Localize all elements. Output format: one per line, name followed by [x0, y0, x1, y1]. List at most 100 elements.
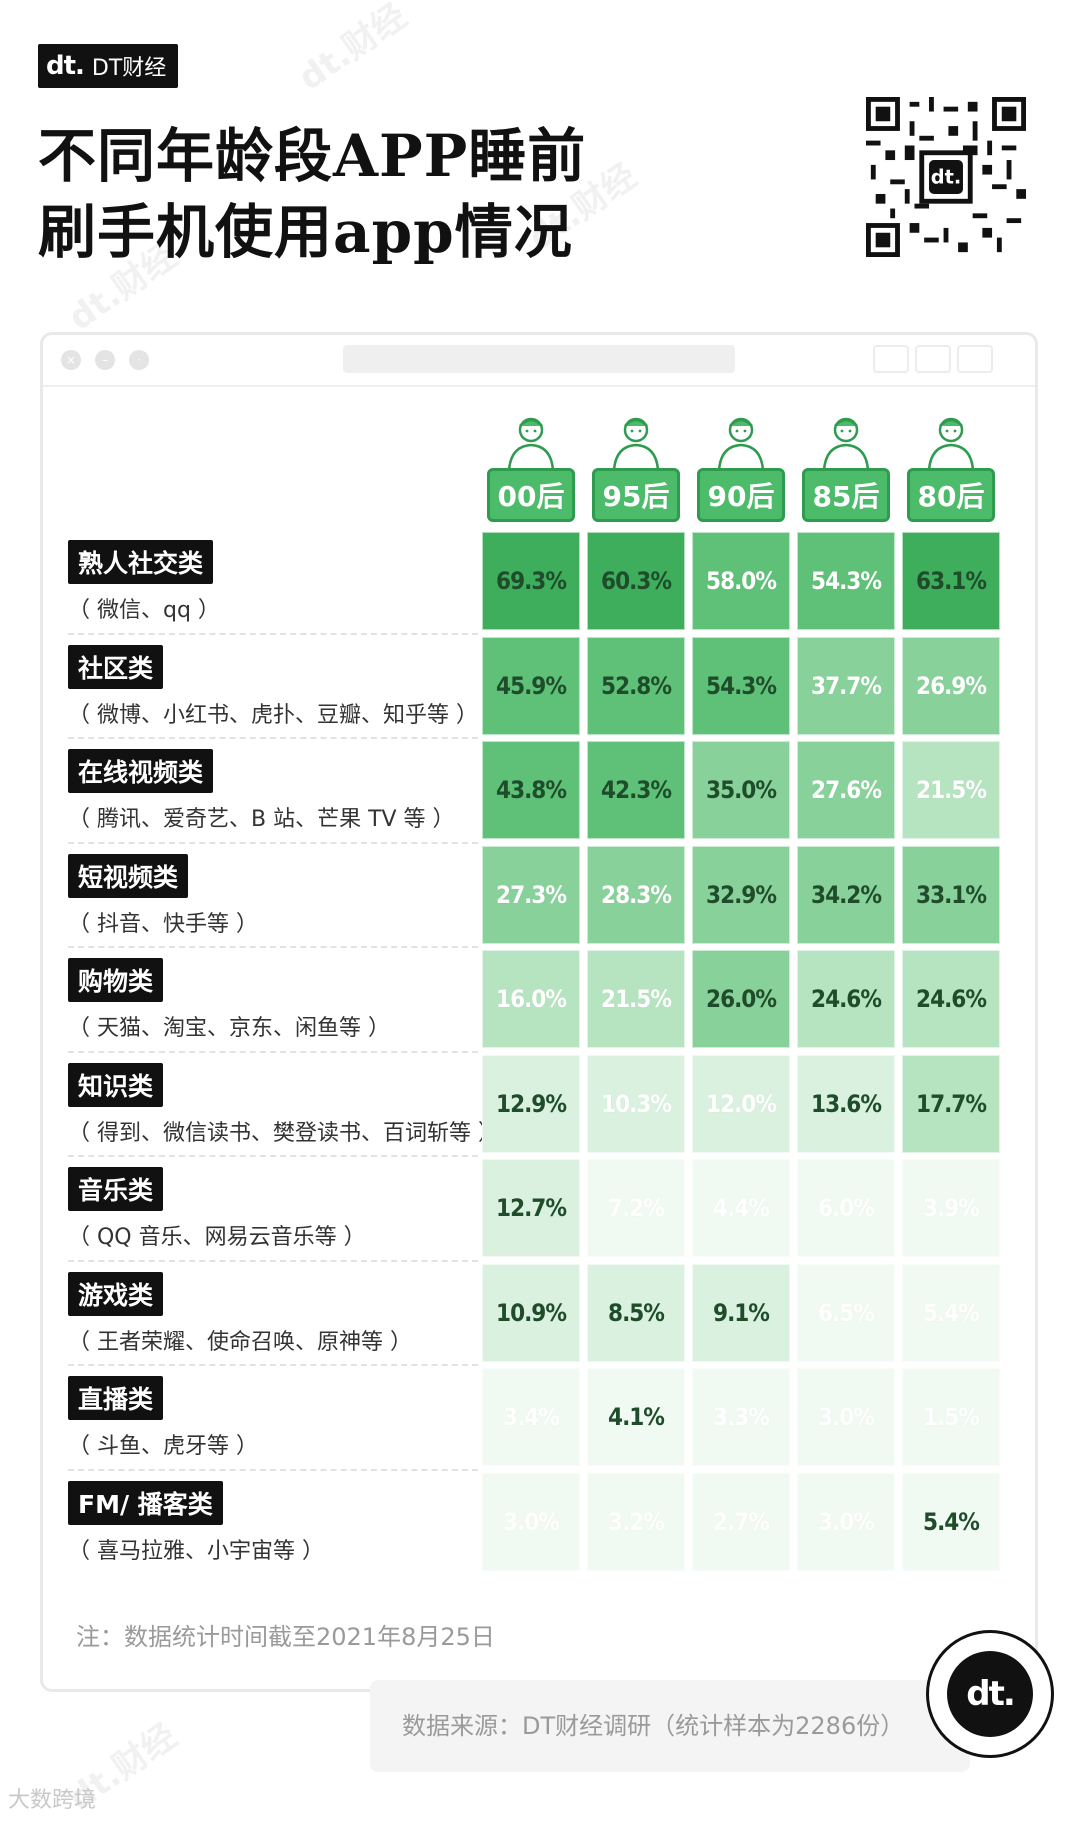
row-divider — [68, 737, 478, 739]
person-avatar-icon — [927, 417, 975, 470]
column-header: 90后 — [694, 412, 788, 522]
age-group-label: 90后 — [696, 468, 786, 522]
close-icon: × — [61, 350, 81, 370]
footer-watermark: 大数跨境 — [8, 1788, 97, 1813]
heatmap-cell: 6.5% — [797, 1263, 895, 1362]
heatmap-cell: 3.0% — [797, 1472, 895, 1571]
heatmap-cell: 10.3% — [587, 1054, 685, 1153]
column-header: 00后 — [484, 412, 578, 522]
row-divider — [68, 1468, 478, 1471]
heatmap-cell: 12.7% — [482, 1159, 580, 1257]
row-label: 购物类 （ 天猫、淘宝、京东、闲鱼等 ） — [68, 958, 390, 1042]
maximize-icon: · — [129, 350, 149, 370]
heatmap-cell: 33.1% — [902, 845, 1000, 944]
heatmap-cell: 3.3% — [692, 1368, 790, 1466]
category-label: 购物类 — [68, 958, 164, 1002]
heatmap-cell: 13.6% — [797, 1054, 895, 1153]
heatmap-cell: 21.5% — [587, 950, 685, 1048]
heatmap-cell: 21.5% — [902, 741, 1000, 839]
minimize-icon: – — [95, 350, 115, 370]
heatmap-cell: 2.7% — [692, 1472, 790, 1571]
category-label: 在线视频类 — [68, 749, 214, 793]
refresh-icon — [915, 345, 951, 373]
row-label: 社区类 （ 微博、小红书、虎扑、豆瓣、知乎等 ） — [68, 644, 478, 729]
source-card — [370, 1680, 970, 1772]
heatmap-cell: 37.7% — [797, 636, 895, 735]
brand-logo-mark: dt. — [46, 51, 85, 81]
category-examples: （ 喜马拉雅、小宇宙等 ） — [68, 1538, 324, 1564]
address-bar — [343, 345, 735, 373]
category-examples: （ 得到、微信读书、樊登读书、百词斩等 ） — [68, 1120, 500, 1146]
row-divider — [68, 632, 478, 635]
age-group-label: 80后 — [906, 468, 996, 522]
heatmap-cell: 6.0% — [797, 1159, 895, 1257]
heatmap-cell: 52.8% — [587, 636, 685, 735]
category-examples: （ 腾讯、爱奇艺、B 站、芒果 TV 等 ） — [68, 807, 455, 832]
record-icon — [873, 345, 909, 373]
heatmap-cell: 4.4% — [692, 1159, 790, 1257]
window-icon — [957, 345, 993, 373]
column-header: 80后 — [904, 412, 998, 522]
person-avatar-icon — [822, 417, 870, 470]
heatmap-cell: 43.8% — [482, 741, 580, 839]
footnote: 注：数据统计时间截至2021年8月25日 — [76, 1623, 495, 1651]
category-examples: （ 微博、小红书、虎扑、豆瓣、知乎等 ） — [68, 702, 478, 728]
heatmap-cell: 35.0% — [692, 741, 790, 839]
category-examples: （ 抖音、快手等 ） — [68, 911, 258, 937]
row-label: 知识类 （ 得到、微信读书、樊登读书、百词斩等 ） — [68, 1062, 500, 1147]
brand-name: DT财经 — [91, 56, 167, 81]
heatmap-cell: 34.2% — [797, 845, 895, 944]
heatmap-cell: 60.3% — [587, 532, 685, 630]
heatmap-cell: 54.3% — [797, 532, 895, 630]
category-examples: （ 天猫、淘宝、京东、闲鱼等 ） — [68, 1016, 390, 1041]
category-label: FM/ 播客类 — [68, 1480, 223, 1525]
heatmap-cell: 5.4% — [902, 1472, 1000, 1571]
person-avatar-icon — [717, 417, 765, 470]
age-group-label: 00后 — [486, 468, 576, 522]
heatmap-cell: 4.1% — [587, 1368, 685, 1466]
heatmap-cell: 63.1% — [902, 532, 1000, 630]
heatmap-cell: 58.0% — [692, 532, 790, 630]
heatmap-cell: 27.6% — [797, 741, 895, 839]
category-label: 音乐类 — [68, 1167, 164, 1211]
heatmap-cell: 54.3% — [692, 636, 790, 735]
window-title-bar: × – · — [43, 335, 1035, 387]
column-header: 95后 — [589, 412, 683, 522]
heatmap-cell: 8.5% — [587, 1263, 685, 1362]
qr-code-icon: dt. — [866, 97, 1026, 257]
heatmap-cell: 16.0% — [482, 950, 580, 1048]
heatmap-cell: 3.4% — [482, 1368, 580, 1466]
brand-badge: dt. DT财经 — [38, 44, 179, 88]
category-label: 短视频类 — [68, 853, 189, 898]
row-label: 直播类 （ 斗鱼、虎牙等 ） — [68, 1376, 258, 1460]
category-label: 游戏类 — [68, 1271, 164, 1316]
row-divider — [68, 1259, 478, 1262]
category-examples: （ QQ 音乐、网易云音乐等 ） — [68, 1225, 366, 1250]
row-label: 熟人社交类 （ 微信、qq ） — [68, 540, 220, 624]
title-line-1: 不同年龄段APP睡前 — [38, 122, 587, 190]
heatmap-cell: 27.3% — [482, 845, 580, 944]
row-divider — [68, 841, 478, 844]
corner-logo: dt. — [926, 1630, 1054, 1758]
person-avatar-icon — [507, 417, 555, 470]
heatmap-cell: 26.0% — [692, 950, 790, 1048]
heatmap-cell: 7.2% — [587, 1159, 685, 1257]
row-label: 短视频类 （ 抖音、快手等 ） — [68, 853, 258, 938]
heatmap-cell: 3.2% — [587, 1472, 685, 1571]
age-group-label: 85后 — [801, 468, 891, 522]
title-line-2: 刷手机使用app情况 — [38, 198, 573, 266]
category-label: 社区类 — [68, 644, 164, 689]
category-examples: （ 王者荣耀、使命召唤、原神等 ） — [68, 1329, 412, 1355]
row-divider — [68, 1155, 478, 1157]
heatmap-cell: 28.3% — [587, 845, 685, 944]
heatmap-cell: 42.3% — [587, 741, 685, 839]
category-examples: （ 斗鱼、虎牙等 ） — [68, 1434, 258, 1459]
heatmap-cell: 24.6% — [902, 950, 1000, 1048]
heatmap-cell: 10.9% — [482, 1263, 580, 1362]
data-source: 数据来源：DT财经调研（统计样本为2286份） — [402, 1712, 905, 1740]
row-label: 音乐类 （ QQ 音乐、网易云音乐等 ） — [68, 1167, 366, 1251]
heatmap-cell: 17.7% — [902, 1054, 1000, 1153]
page-title: 不同年龄段APP睡前 刷手机使用app情况 — [38, 118, 758, 270]
category-label: 直播类 — [68, 1376, 164, 1420]
corner-logo-mark: dt. — [947, 1651, 1033, 1737]
